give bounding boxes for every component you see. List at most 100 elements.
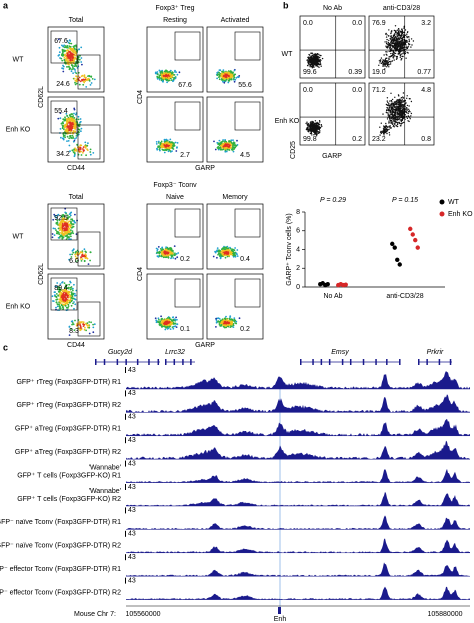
flow-event	[71, 230, 74, 233]
flow-event	[390, 52, 392, 55]
flow-event	[68, 235, 70, 238]
flow-event	[64, 126, 66, 128]
gate-value: 92.5	[54, 215, 68, 222]
flow-event	[224, 322, 227, 325]
gate-value: 67.6	[54, 38, 68, 45]
flow-event	[74, 253, 76, 256]
flow-event	[224, 77, 226, 80]
flow-event	[410, 112, 413, 115]
flow-event	[398, 45, 400, 47]
flow-event	[224, 256, 227, 259]
gate-value: 34.2	[56, 151, 70, 158]
flow-event	[212, 255, 215, 258]
flow-event	[311, 130, 314, 132]
track-label: GFP⁺ aTreg (Foxp3GFP-DTR) R1	[15, 426, 121, 433]
flow-event	[314, 128, 316, 130]
flow-event	[385, 111, 387, 114]
flow-event	[399, 55, 402, 57]
flow-event	[306, 121, 308, 123]
x-tick-label: anti-CD3/28	[386, 293, 423, 300]
flow-event	[388, 43, 391, 45]
flow-event	[319, 127, 321, 129]
flow-event	[213, 140, 215, 143]
flow-event	[51, 233, 54, 235]
flow-event	[219, 256, 222, 259]
flow-event	[224, 145, 227, 148]
flow-event	[319, 58, 321, 61]
flow-event	[58, 229, 61, 232]
flow-event	[402, 48, 404, 50]
flow-event	[72, 50, 74, 53]
flow-event	[71, 250, 74, 252]
gate-value: 0.2	[180, 256, 190, 263]
flow-event	[228, 255, 231, 257]
flow-event	[65, 238, 68, 241]
flow-event	[65, 46, 68, 49]
column-header: Activated	[221, 17, 250, 24]
flow-event	[63, 119, 66, 122]
flow-event	[305, 122, 307, 125]
axis-label: CD62L	[38, 263, 45, 285]
flow-event	[70, 70, 73, 73]
plot-frame	[47, 203, 105, 270]
flow-event	[406, 46, 409, 48]
flow-event	[309, 66, 311, 68]
flow-event	[321, 125, 323, 128]
flow-event	[393, 34, 396, 37]
flow-event	[176, 256, 179, 259]
quadrant-value: 4.8	[421, 87, 431, 94]
data-point	[395, 257, 400, 263]
flow-event	[320, 54, 322, 57]
flow-event	[74, 48, 76, 50]
panel-label: a	[3, 0, 9, 10]
flow-event	[231, 249, 234, 252]
flow-event	[399, 56, 401, 58]
flow-event	[78, 128, 81, 131]
flow-event	[234, 322, 237, 324]
flow-event	[56, 219, 59, 222]
flow-event	[157, 142, 160, 144]
flow-event	[85, 323, 88, 326]
flow-event	[171, 252, 174, 255]
flow-event	[378, 64, 380, 67]
flow-event	[59, 283, 62, 285]
gene-name: Prkrir	[427, 349, 444, 356]
flow-events	[154, 69, 181, 84]
flow-event	[382, 128, 385, 130]
flow-event	[393, 42, 395, 44]
flow-event	[176, 323, 179, 325]
flow-event	[169, 71, 172, 73]
flow-event	[174, 325, 177, 328]
flow-event	[60, 296, 63, 298]
flow-events	[379, 122, 392, 136]
flow-event	[163, 139, 166, 142]
flow-event	[65, 235, 68, 237]
flow-event	[69, 117, 72, 119]
flow-event	[57, 213, 60, 216]
flow-event	[401, 28, 403, 30]
flow-event	[226, 148, 229, 151]
flow-event	[400, 125, 402, 127]
flow-event	[59, 222, 61, 225]
quadrant-value: 19.0	[372, 69, 386, 76]
gate-value: 2.7	[180, 152, 190, 159]
flow-event	[75, 148, 78, 151]
flow-event	[71, 323, 73, 326]
flow-event	[169, 324, 172, 326]
flow-event	[396, 39, 398, 42]
flow-event	[385, 36, 388, 38]
flow-event	[172, 257, 175, 259]
flow-event	[389, 37, 391, 40]
flow-event	[62, 299, 65, 302]
flow-event	[69, 121, 72, 124]
flow-event	[161, 247, 164, 249]
flow-event	[167, 254, 170, 257]
flow-event	[390, 99, 393, 102]
flow-event	[224, 139, 227, 141]
flow-event	[157, 256, 160, 258]
flow-event	[394, 101, 396, 103]
flow-event	[173, 254, 176, 257]
flow-event	[80, 321, 82, 324]
flow-event	[409, 98, 411, 100]
flow-event	[80, 150, 82, 153]
